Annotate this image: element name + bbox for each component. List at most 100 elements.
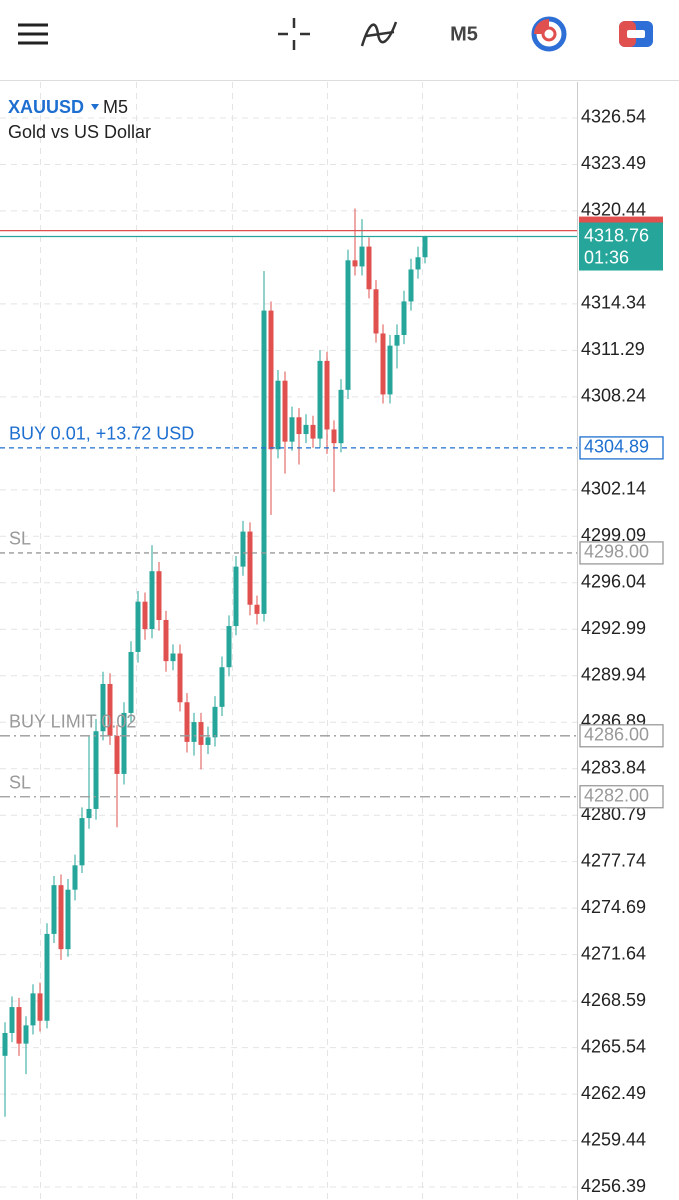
bid-timer: 01:36 [584, 247, 629, 267]
order-price-label: 4286.00 [584, 725, 649, 745]
candle-body [233, 566, 239, 627]
candle-body [135, 601, 141, 652]
candle-body [51, 885, 57, 934]
chart-timeframe: M5 [103, 97, 128, 117]
y-tick-label: 4274.69 [581, 897, 646, 917]
candle-body [275, 380, 281, 450]
y-tick-label: 4277.74 [581, 850, 646, 870]
y-tick-label: 4292.99 [581, 618, 646, 638]
candle-body [205, 737, 211, 745]
candle-body [387, 345, 393, 395]
y-tick-label: 4283.84 [581, 757, 646, 777]
y-tick-label: 4323.49 [581, 153, 646, 173]
y-tick-label: 4289.94 [581, 664, 646, 684]
symbol[interactable]: XAUUSD [8, 97, 84, 117]
candle-body [422, 236, 428, 258]
order-price-box [579, 436, 664, 460]
indicators-button[interactable] [360, 21, 398, 47]
candle-body [100, 683, 106, 732]
candle-body [65, 889, 71, 950]
candle-body [219, 667, 225, 707]
y-tick-label: 4256.39 [581, 1176, 646, 1196]
candle-body [163, 619, 169, 662]
order-label: BUY LIMIT 0.02 [9, 712, 136, 732]
symbol-dropdown-arrow[interactable] [91, 104, 99, 110]
orders-button[interactable] [619, 21, 653, 47]
candle-body [79, 818, 85, 866]
candle-body [366, 246, 372, 290]
candle-body [268, 310, 274, 450]
candle-body [2, 1032, 8, 1056]
candle-body [37, 993, 43, 1021]
candle-body [338, 389, 344, 444]
candle-body [289, 417, 295, 442]
menu-button[interactable] [18, 23, 48, 45]
toolbar: M5 [0, 16, 679, 81]
order-label: BUY 0.01, +13.72 USD [9, 424, 194, 444]
candle-body [408, 269, 414, 302]
y-tick-label: 4326.54 [581, 107, 646, 127]
y-tick-label: 4262.49 [581, 1083, 646, 1103]
y-tick-label: 4296.04 [581, 572, 646, 592]
y-tick-label: 4271.64 [581, 943, 646, 963]
candle-body [30, 993, 36, 1026]
order-price-box [579, 541, 664, 565]
candle-body [149, 571, 155, 630]
candle-body [23, 1025, 29, 1044]
order-label: SL [9, 773, 31, 793]
candle-body [226, 626, 232, 668]
candle-body [415, 257, 421, 270]
candle-body [191, 722, 197, 742]
candle-body [156, 571, 162, 620]
bid-price-label: 4318.76 [584, 225, 649, 245]
candle-body [394, 334, 400, 346]
y-tick-label: 4302.14 [581, 479, 646, 499]
candle-body [331, 429, 337, 444]
y-tick-label: 4299.09 [581, 525, 646, 545]
order-price-label: 4282.00 [584, 786, 649, 806]
candle-body [345, 260, 351, 390]
y-tick-label: 4308.24 [581, 386, 646, 406]
y-tick-label: 4320.44 [581, 200, 646, 220]
candle-body [58, 885, 64, 950]
grid [40, 82, 518, 1200]
candle-body [198, 722, 204, 745]
candle-body [184, 702, 190, 742]
candle-body [44, 933, 50, 1021]
candle-body [282, 380, 288, 442]
candle-body [128, 651, 134, 713]
candle-body [93, 731, 99, 809]
y-tick-label: 4259.44 [581, 1129, 646, 1149]
y-tick-label: 4280.79 [581, 804, 646, 824]
candle-body [352, 260, 358, 267]
candle-body [86, 808, 92, 819]
candle-body [72, 865, 78, 890]
candle-body [121, 712, 127, 774]
crosshair-button[interactable] [278, 18, 310, 50]
timeframe-button[interactable]: M5 [450, 23, 478, 45]
order-price-box [579, 785, 664, 809]
candle-body [359, 246, 365, 267]
candle-body [373, 289, 379, 334]
ask-price-box [579, 216, 663, 227]
candle-body [324, 360, 330, 430]
candle-body [380, 333, 386, 395]
candle-body [212, 706, 218, 738]
order-price-box [579, 724, 664, 748]
candle-body [142, 601, 148, 630]
candle-body [16, 1007, 22, 1044]
candle-body [240, 531, 246, 567]
y-tick-label: 4314.34 [581, 293, 646, 313]
candle-body [114, 735, 120, 774]
candle-body [401, 301, 407, 335]
candle-body [261, 310, 267, 614]
y-tick-label: 4268.59 [581, 990, 646, 1010]
symbol-description: Gold vs US Dollar [8, 122, 151, 142]
order-label: SL [9, 529, 31, 549]
trade-button[interactable] [531, 16, 567, 52]
candle-body [254, 604, 260, 614]
candle-body [170, 653, 176, 662]
candle-body [310, 424, 316, 439]
